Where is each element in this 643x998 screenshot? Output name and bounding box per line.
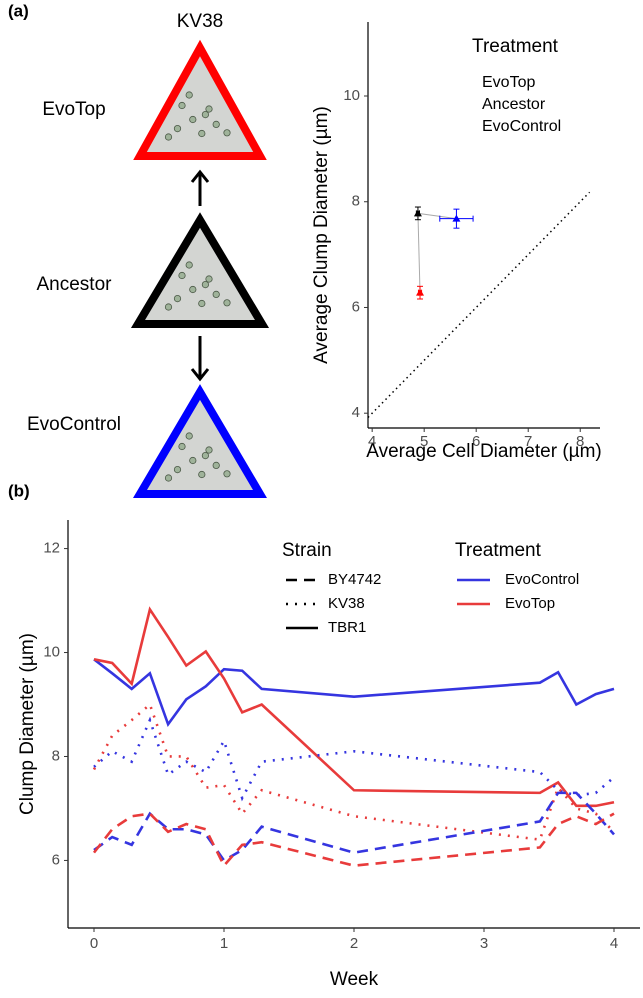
cell — [205, 275, 213, 283]
legend-label: EvoTop — [505, 595, 555, 612]
legend-label: EvoControl — [505, 571, 579, 588]
cell — [223, 129, 231, 137]
cell — [205, 446, 213, 454]
x-tick-label: 4 — [368, 433, 376, 450]
cell — [205, 105, 213, 113]
node-label: Ancestor — [37, 274, 113, 295]
y-tick-label: 6 — [52, 851, 60, 868]
series-line — [93, 791, 615, 863]
x-tick-label: 7 — [524, 433, 532, 450]
triangle — [133, 384, 267, 498]
node-label: EvoControl — [27, 414, 121, 435]
legend-label: TBR1 — [328, 619, 366, 636]
cell — [198, 470, 206, 479]
point — [413, 209, 422, 217]
x-tick-label: 2 — [350, 935, 358, 952]
y-tick-label: 12 — [43, 540, 60, 557]
cell — [178, 442, 186, 451]
legend-title: Treatment — [472, 36, 559, 57]
y-tick-label: 10 — [343, 87, 360, 104]
cell — [189, 115, 197, 124]
legend-title: Treatment — [455, 540, 542, 561]
x-tick-label: 5 — [420, 433, 428, 450]
y-axis-label: Clump Diameter (µm) — [17, 633, 38, 815]
series-line — [93, 716, 615, 802]
strain-label: KV38 — [177, 11, 223, 32]
legend-title: Strain — [282, 540, 332, 561]
cell — [223, 299, 231, 307]
cell — [212, 461, 220, 469]
connector-line — [417, 212, 457, 293]
panel-label: (a) — [8, 1, 29, 20]
node-label: EvoTop — [42, 99, 105, 120]
panel-label: (b) — [8, 481, 30, 500]
triangle — [130, 212, 270, 328]
y-tick-label: 8 — [352, 193, 360, 210]
y-tick-label: 10 — [43, 644, 60, 661]
y-tick-label: 4 — [352, 404, 360, 421]
x-tick-label: 0 — [90, 935, 98, 952]
series-line — [93, 606, 615, 808]
triangle — [133, 39, 267, 160]
legend-label: KV38 — [328, 595, 365, 612]
cell — [223, 470, 231, 478]
cell — [178, 271, 186, 280]
x-tick-label: 4 — [610, 935, 618, 952]
cell — [173, 294, 182, 303]
legend-label: Ancestor — [482, 96, 546, 113]
legend-label: BY4742 — [328, 571, 381, 588]
arrow-up — [190, 169, 210, 206]
y-axis-label: Average Clump Diameter (µm) — [311, 106, 332, 364]
cell — [201, 111, 209, 119]
point — [416, 288, 425, 296]
arrow-down — [190, 336, 210, 382]
x-tick-label: 8 — [576, 433, 584, 450]
cell — [173, 465, 182, 474]
x-axis-label: Week — [330, 969, 379, 990]
cell — [189, 456, 197, 465]
cell — [189, 285, 197, 294]
cell — [178, 101, 186, 110]
legend-label: EvoControl — [482, 118, 561, 135]
x-axis-label: Average Cell Diameter (µm) — [366, 441, 602, 462]
cell — [198, 129, 206, 138]
cell — [185, 91, 193, 99]
cell — [201, 451, 209, 460]
x-tick-label: 3 — [480, 935, 488, 952]
cell — [164, 303, 173, 311]
y-tick-label: 6 — [352, 298, 360, 315]
cell — [212, 290, 220, 298]
cell — [164, 133, 173, 141]
cell — [198, 299, 206, 308]
y-tick-label: 8 — [52, 747, 60, 764]
cell — [212, 120, 220, 129]
cell — [185, 432, 193, 440]
identity-line — [367, 191, 591, 418]
cell — [173, 125, 182, 133]
cell — [185, 261, 193, 269]
x-tick-label: 1 — [220, 935, 228, 952]
cell — [201, 280, 209, 289]
series-line — [92, 812, 615, 868]
cell — [164, 474, 173, 482]
point — [452, 214, 461, 222]
series-line — [93, 658, 615, 728]
legend-label: EvoTop — [482, 74, 535, 91]
x-tick-label: 6 — [472, 433, 480, 450]
